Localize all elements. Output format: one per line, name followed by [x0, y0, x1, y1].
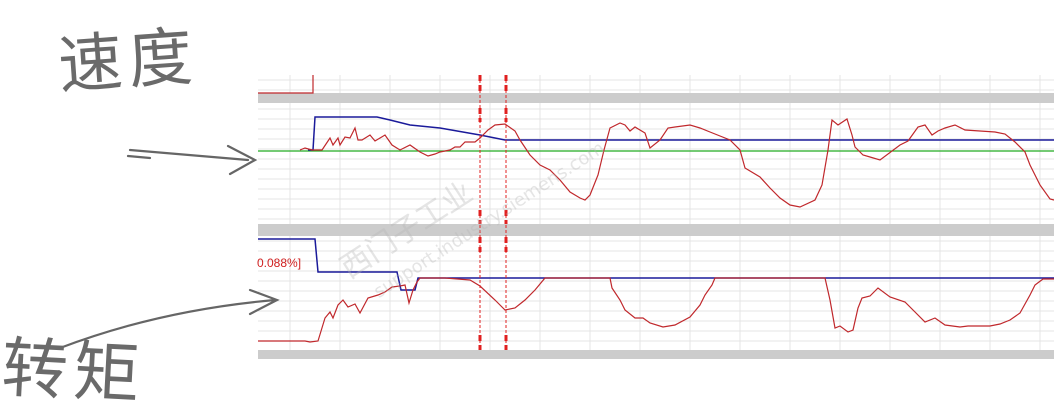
torque-limit-trace [258, 238, 1054, 291]
speed-arrow-icon [126, 144, 258, 176]
panel-separator [258, 224, 1054, 236]
torque-arrow-icon [58, 288, 280, 350]
percent-readout: 0.088%] [257, 256, 302, 270]
panel-separator [258, 93, 1054, 103]
speed-annotation: 速度 [56, 20, 201, 104]
panel-separator [258, 350, 1054, 359]
top-trace [258, 75, 314, 94]
torque-annotation: 转矩 [0, 329, 148, 410]
torque-actual-trace [258, 277, 1054, 343]
speed-actual-trace [299, 118, 1054, 208]
speed-setpoint-trace [308, 116, 1054, 151]
